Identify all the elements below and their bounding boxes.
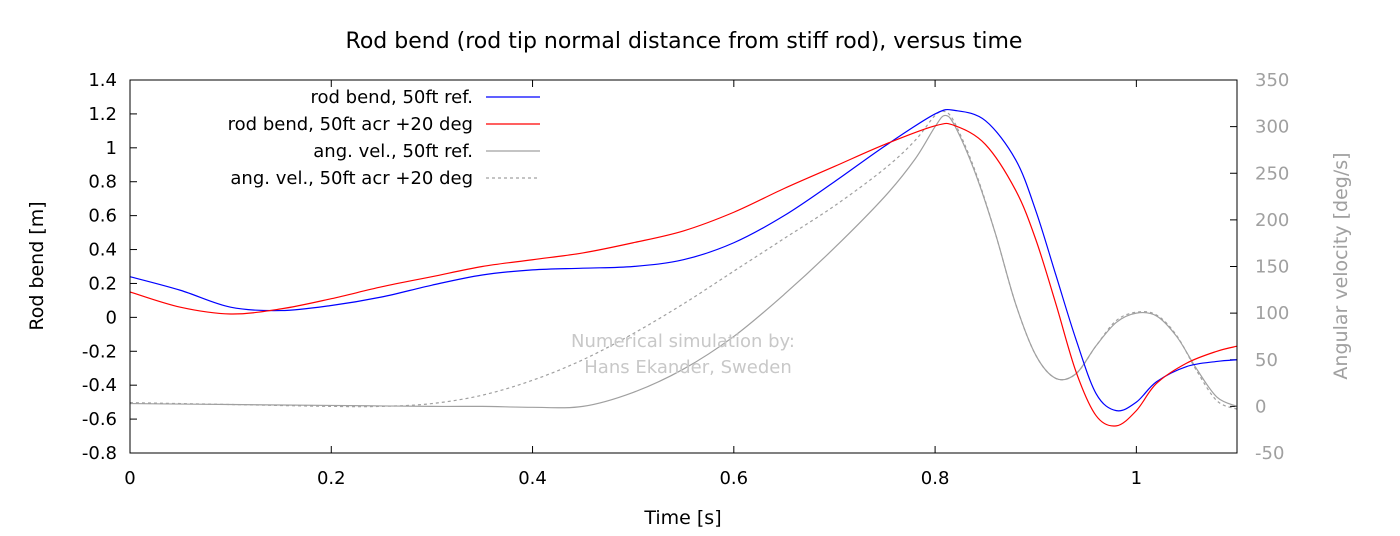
legend-item-ang-vel-ref: ang. vel., 50ft ref. [313,141,540,162]
legend-item-rod-bend-acr: rod bend, 50ft acr +20 deg [228,114,540,135]
y2-tick-label: 350 [1255,70,1289,91]
y2-tick-label: 200 [1255,210,1289,231]
y-tick-label: -0.8 [82,443,117,464]
legend-item-ang-vel-acr: ang. vel., 50ft acr +20 deg [230,168,540,189]
plot-layer [129,108,1238,427]
legend-label: rod bend, 50ft ref. [311,87,473,108]
x-tick-label: 0.4 [518,468,547,489]
y-tick-label: -0.6 [82,409,117,430]
y-tick-label: 1 [106,138,117,159]
y-tick-label: -0.4 [82,375,117,396]
y2-tick-label: 250 [1255,163,1289,184]
x-tick-label: 0 [124,468,135,489]
series-ang-vel-ref [129,114,1238,409]
watermark-line-1: Numerical simulation by: [571,331,795,352]
legend: rod bend, 50ft ref. rod bend, 50ft acr +2… [228,87,540,189]
y2-axis-label: Angular velocity [deg/s] [1330,152,1352,379]
y2-tick-label: 150 [1255,257,1289,278]
y-tick-label: 0.8 [88,172,117,193]
y2-tick-label: 300 [1255,117,1289,138]
plot-frame [129,79,1238,454]
watermark-line-2: Hans Ekander, Sweden [584,357,791,378]
series-rod-bend-acr [129,122,1238,427]
legend-item-rod-bend-ref: rod bend, 50ft ref. [311,87,540,108]
y-axis-label: Rod bend [m] [26,201,48,330]
legend-label: ang. vel., 50ft ref. [313,141,473,162]
y-tick-label: 0 [106,307,117,328]
y-tick-label: -0.2 [82,341,117,362]
legend-label: rod bend, 50ft acr +20 deg [228,114,473,135]
ticks-layer: 0 0.2 0.4 0.6 0.8 1 -0.8 -0.6 -0.4 -0.2 0 0.2 0.4 0.6… [82,70,1289,489]
series-rod-bend-ref [129,108,1238,412]
y-tick-label: 0.6 [88,206,117,227]
y-tick-label: 1.2 [88,104,117,125]
legend-label: ang. vel., 50ft acr +20 deg [230,168,473,189]
y2-tick-label: 100 [1255,303,1289,324]
chart-title: Rod bend (rod tip normal distance from s… [346,29,1023,54]
x-axis-label: Time [s] [643,507,721,529]
y-tick-label: 0.4 [88,240,117,261]
y2-tick-label: -50 [1255,443,1284,464]
y2-tick-label: 50 [1255,350,1278,371]
y2-tick-label: 0 [1255,396,1266,417]
x-tick-label: 1 [1131,468,1142,489]
x-tick-label: 0.6 [719,468,748,489]
y-tick-label: 1.4 [88,70,117,91]
y-tick-label: 0.2 [88,273,117,294]
x-tick-label: 0.8 [921,468,950,489]
x-tick-label: 0.2 [317,468,346,489]
